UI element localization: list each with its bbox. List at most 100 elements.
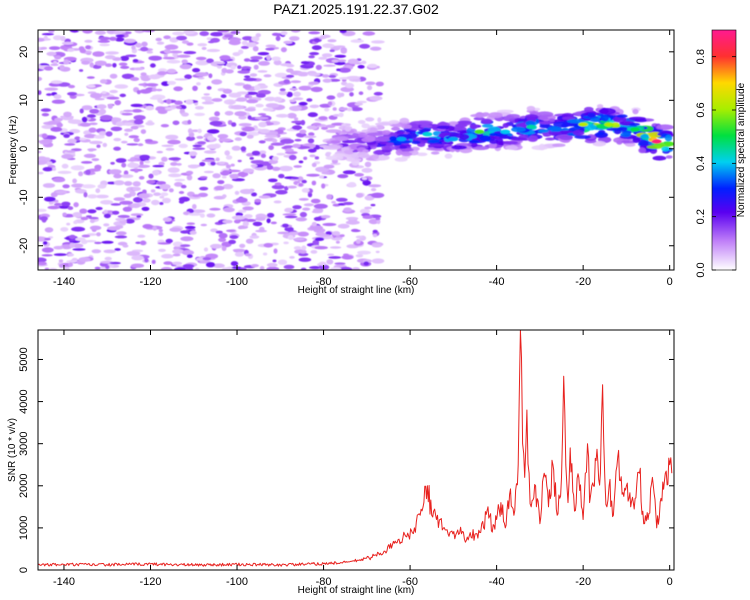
heat-cell [567,119,585,124]
heat-cell [218,161,226,165]
heat-cell [324,107,330,112]
heat-cell [262,252,268,256]
heat-cell [73,220,78,225]
heat-cell [260,153,266,158]
heat-cell [208,116,220,122]
heat-cell [587,112,596,118]
heat-cell [299,129,307,134]
heat-cell [280,31,288,36]
heat-cell [70,165,85,171]
heat-cell [258,195,271,199]
heat-cell [225,69,234,74]
heat-cell [53,253,67,256]
heat-cell [237,159,242,163]
heat-cell [257,52,270,56]
heat-cell [50,126,63,132]
heat-cell [219,55,231,61]
heat-cell [252,221,263,227]
heat-cell [132,59,139,63]
heat-cell [62,212,67,217]
heat-cell [93,135,105,139]
heat-cell [313,216,322,221]
heat-cell [162,56,177,60]
heat-cell [197,141,207,145]
heat-cell [297,176,304,182]
heat-cell [470,113,488,118]
heat-cell [69,30,80,33]
heat-cell [632,137,641,143]
heat-cell [96,104,107,110]
heat-cell [299,249,307,254]
heat-cell [197,77,205,80]
heat-cell [375,250,380,254]
heat-cell [375,136,393,142]
heat-cell [232,248,246,252]
heat-cell [358,91,364,95]
heat-cell [221,267,229,270]
heat-cell [238,209,247,213]
heat-cell [224,111,234,116]
heat-cell [187,119,192,125]
heat-cell [334,54,347,58]
heat-cell [388,120,400,124]
heat-cell [122,244,129,248]
heat-cell [192,144,203,148]
heat-cell [112,63,117,68]
heat-cell [195,106,204,110]
heat-cell [312,122,322,126]
heat-cell [137,234,146,238]
heat-cell [113,180,125,186]
heat-cell [203,170,214,174]
heat-cell [536,111,554,118]
heat-cell [285,74,295,78]
heat-cell [79,69,84,72]
heat-cell [286,91,293,98]
heat-cell [38,90,42,95]
heat-cell [202,257,212,261]
heat-cell [199,176,208,179]
heat-cell [230,104,244,110]
heat-cell [211,98,223,102]
heat-cell [38,156,47,161]
heat-cell [376,219,381,225]
heat-cell [293,91,301,97]
heat-cell [298,198,309,201]
heat-cell [357,120,366,124]
heat-cell [182,249,194,256]
y-tick-label: 10 [18,94,30,106]
heat-cell [113,137,122,142]
heat-cell [298,160,304,164]
heat-cell [258,121,267,128]
heat-cell [173,86,183,92]
y-tick-label: 0 [18,146,30,152]
heat-cell [266,262,278,268]
heat-cell [68,262,73,267]
heat-cell [115,121,124,127]
heat-cell [246,42,257,48]
heat-cell [210,228,218,233]
colorbar-tick-label: 0.0 [695,262,707,277]
heat-cell [254,116,269,120]
heat-cell [282,213,297,216]
heat-cell [144,139,153,143]
heat-cell [371,243,382,248]
heat-cell [343,207,352,212]
heat-cell [56,122,63,128]
heat-cell [121,112,133,116]
heat-cell [79,48,87,54]
heat-cell [194,112,206,117]
heat-cell [210,243,223,249]
y-tick-label: -20 [18,238,30,254]
heat-cell [488,142,497,149]
heat-cell [263,243,274,248]
heat-cell [203,93,210,96]
heat-cell [259,128,270,134]
heat-cell [239,131,247,137]
heat-cell [337,59,347,63]
heat-cell [63,111,72,118]
heat-cell [221,245,227,251]
heat-cell [180,230,190,234]
heat-cell [625,142,636,147]
heat-cell [192,209,206,213]
